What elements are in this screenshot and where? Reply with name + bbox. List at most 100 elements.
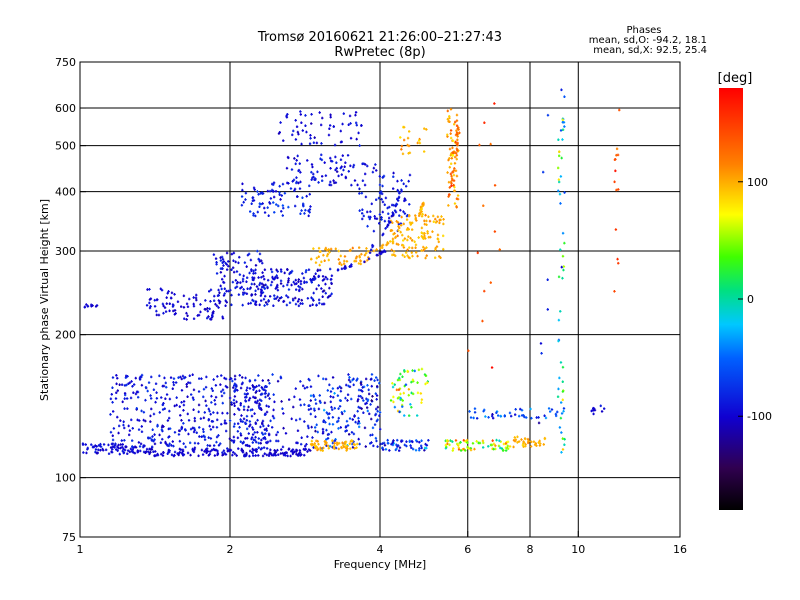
- data-point: [393, 232, 396, 235]
- data-point: [396, 234, 399, 238]
- data-point: [252, 199, 256, 202]
- data-point: [334, 168, 337, 172]
- data-point: [318, 298, 321, 302]
- data-point: [278, 184, 281, 188]
- data-point: [224, 377, 228, 381]
- data-point: [328, 183, 331, 187]
- data-point: [174, 312, 177, 315]
- data-point: [325, 428, 328, 432]
- data-point: [168, 435, 171, 438]
- data-point: [276, 448, 279, 452]
- data-point: [383, 443, 387, 447]
- data-point: [267, 405, 270, 408]
- data-point: [399, 230, 402, 234]
- data-point: [224, 299, 227, 302]
- data-point: [298, 450, 302, 454]
- data-point: [362, 214, 365, 218]
- data-point: [195, 431, 198, 434]
- data-point: [209, 428, 213, 431]
- data-point: [310, 296, 313, 299]
- data-point: [276, 283, 279, 287]
- data-point: [424, 256, 427, 260]
- data-point: [327, 432, 331, 436]
- data-point: [309, 137, 312, 140]
- data-point: [359, 262, 362, 266]
- data-point: [431, 230, 434, 233]
- data-point: [521, 414, 524, 417]
- data-point: [392, 187, 395, 190]
- data-point: [402, 222, 405, 226]
- data-point: [420, 210, 423, 213]
- data-point: [266, 440, 270, 444]
- data-point: [278, 297, 282, 300]
- data-point: [301, 272, 304, 275]
- data-point: [262, 283, 266, 287]
- data-point: [378, 381, 381, 385]
- data-point: [228, 449, 231, 453]
- data-point: [351, 446, 355, 449]
- data-point: [259, 294, 263, 297]
- data-point: [537, 421, 541, 425]
- data-point: [408, 439, 411, 443]
- data-point: [452, 173, 456, 177]
- data-point: [274, 449, 277, 453]
- data-point: [248, 425, 251, 428]
- data-point: [522, 441, 526, 444]
- data-point: [406, 254, 409, 257]
- data-point: [200, 377, 203, 380]
- data-point: [169, 427, 172, 430]
- data-point: [414, 246, 417, 249]
- data-point: [562, 265, 566, 268]
- data-point: [382, 448, 385, 451]
- data-point: [329, 124, 332, 127]
- data-point: [329, 156, 332, 160]
- data-point: [160, 396, 163, 399]
- data-point: [232, 425, 236, 428]
- data-point: [236, 436, 240, 440]
- data-point: [391, 441, 394, 444]
- data-point: [359, 395, 362, 398]
- data-point: [312, 172, 315, 176]
- data-point: [330, 277, 333, 281]
- data-point: [375, 439, 378, 443]
- data-point: [182, 403, 186, 407]
- data-point: [321, 302, 324, 306]
- data-point: [254, 293, 257, 296]
- data-point: [172, 303, 175, 307]
- data-point: [213, 454, 217, 457]
- data-point: [214, 448, 217, 452]
- data-point: [167, 436, 170, 439]
- data-point: [189, 453, 192, 457]
- data-point: [242, 408, 246, 411]
- data-point: [242, 200, 245, 204]
- data-point: [410, 446, 413, 449]
- data-point: [407, 235, 410, 238]
- data-point: [326, 437, 330, 440]
- data-point: [116, 445, 119, 449]
- data-point: [420, 367, 424, 371]
- data-point: [139, 442, 143, 446]
- data-point: [455, 119, 459, 122]
- data-point: [269, 295, 272, 298]
- data-point: [295, 418, 298, 422]
- data-point: [446, 109, 449, 113]
- data-point: [235, 400, 238, 404]
- data-point: [451, 146, 454, 150]
- data-point: [281, 182, 285, 186]
- data-point: [84, 443, 87, 446]
- data-point: [344, 161, 347, 164]
- data-point: [268, 451, 272, 454]
- data-point: [329, 294, 332, 297]
- data-point: [199, 310, 202, 314]
- data-point: [129, 396, 133, 400]
- data-point: [297, 298, 301, 301]
- data-point: [137, 428, 141, 431]
- data-point: [361, 217, 364, 221]
- data-point: [265, 410, 269, 414]
- data-point: [270, 267, 273, 271]
- data-point: [341, 122, 344, 126]
- data-point: [563, 241, 566, 245]
- x-tick-label: 6: [464, 543, 471, 556]
- data-point: [237, 447, 240, 450]
- data-point: [563, 125, 566, 128]
